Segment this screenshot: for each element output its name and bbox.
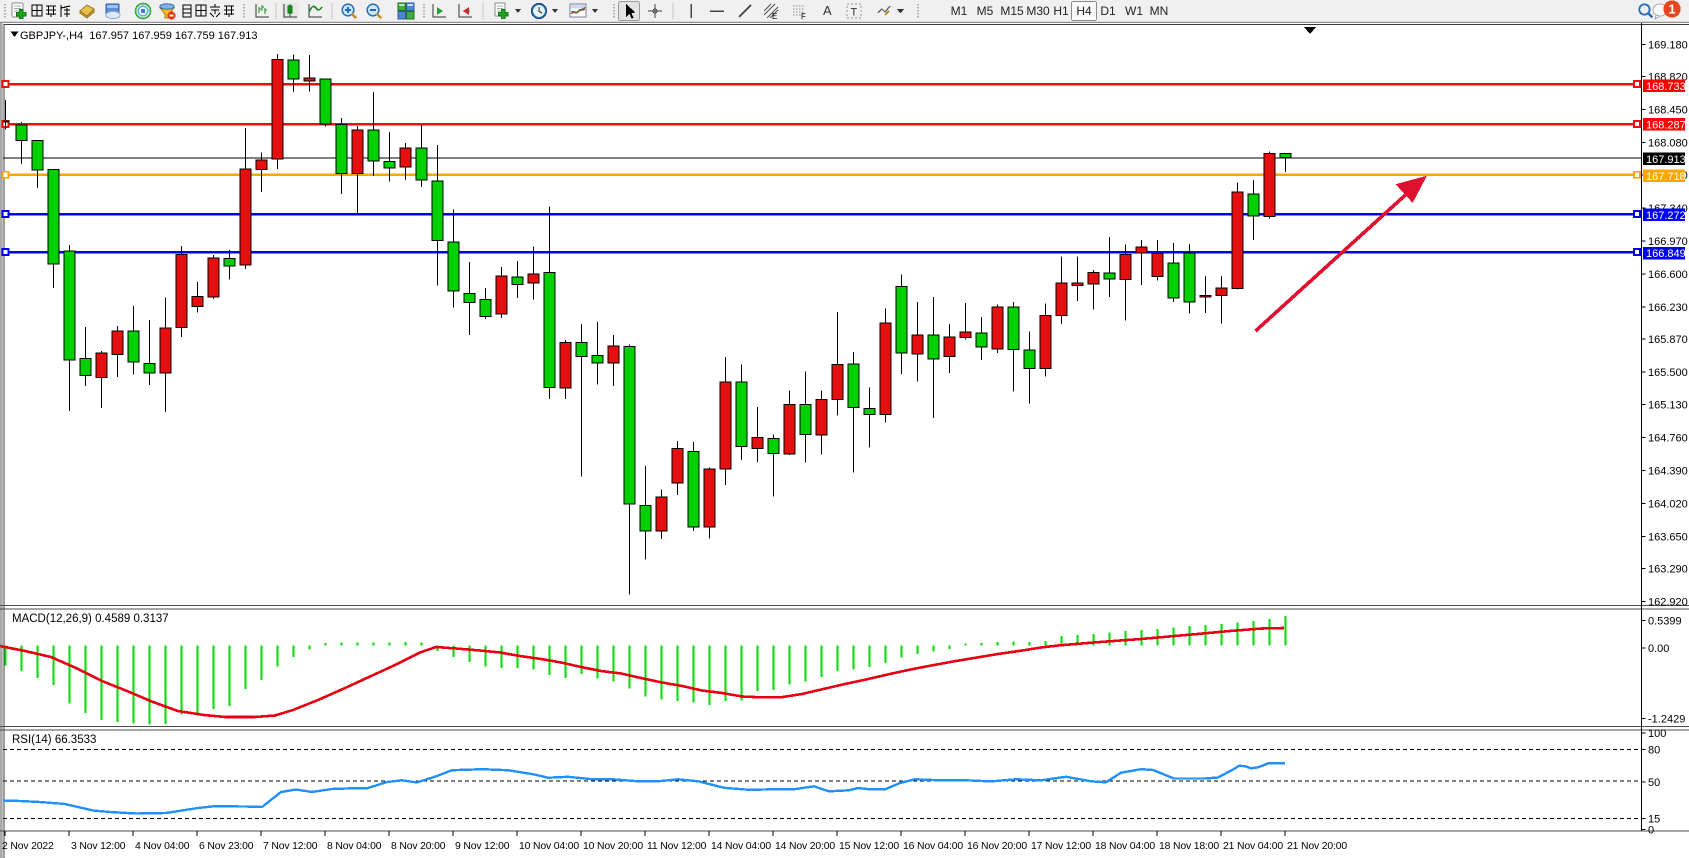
svg-text:W1: W1: [1125, 4, 1143, 18]
svg-text:14 Nov 04:00: 14 Nov 04:00: [711, 841, 771, 852]
svg-text:164.390: 164.390: [1648, 466, 1688, 478]
svg-text:162.920: 162.920: [1648, 596, 1688, 608]
svg-text:11 Nov 12:00: 11 Nov 12:00: [647, 841, 707, 852]
svg-text:17 Nov 12:00: 17 Nov 12:00: [1031, 841, 1091, 852]
svg-text:165.130: 165.130: [1648, 400, 1688, 412]
svg-text:MN: MN: [1150, 4, 1169, 18]
svg-text:1: 1: [1668, 2, 1675, 17]
svg-text:0: 0: [1648, 825, 1654, 837]
svg-text:164.020: 164.020: [1648, 498, 1688, 510]
svg-text:168.450: 168.450: [1648, 104, 1688, 116]
svg-text:168.287: 168.287: [1646, 119, 1686, 131]
svg-text:50: 50: [1648, 777, 1660, 789]
svg-text:169.180: 169.180: [1648, 39, 1688, 51]
svg-text:M15: M15: [1000, 4, 1024, 18]
svg-text:15: 15: [1648, 814, 1660, 826]
svg-text:A: A: [823, 3, 832, 18]
svg-text:168.733: 168.733: [1646, 81, 1686, 93]
svg-text:163.650: 163.650: [1648, 531, 1688, 543]
svg-text:M5: M5: [977, 4, 994, 18]
svg-text:8 Nov 20:00: 8 Nov 20:00: [391, 841, 446, 852]
svg-text:164.760: 164.760: [1648, 433, 1688, 445]
svg-text:165.870: 165.870: [1648, 334, 1688, 346]
svg-text:0.00: 0.00: [1648, 643, 1669, 655]
svg-text:M30: M30: [1026, 4, 1050, 18]
svg-text:167.913: 167.913: [1646, 154, 1686, 166]
svg-text:-1.2429: -1.2429: [1648, 714, 1685, 726]
svg-text:0.5399: 0.5399: [1648, 616, 1682, 628]
svg-text:80: 80: [1648, 745, 1660, 757]
svg-text:18 Nov 18:00: 18 Nov 18:00: [1159, 841, 1219, 852]
svg-text:7 Nov 12:00: 7 Nov 12:00: [263, 841, 318, 852]
svg-text:6 Nov 23:00: 6 Nov 23:00: [199, 841, 254, 852]
svg-text:166.849: 166.849: [1646, 248, 1686, 260]
svg-text:3 Nov 12:00: 3 Nov 12:00: [71, 841, 126, 852]
svg-text:10 Nov 20:00: 10 Nov 20:00: [583, 841, 643, 852]
svg-text:166.600: 166.600: [1648, 269, 1688, 281]
svg-text:4 Nov 04:00: 4 Nov 04:00: [135, 841, 190, 852]
svg-text:163.290: 163.290: [1648, 563, 1688, 575]
svg-text:16 Nov 20:00: 16 Nov 20:00: [967, 841, 1027, 852]
svg-text:167.718: 167.718: [1646, 171, 1686, 183]
svg-text:H1: H1: [1053, 4, 1069, 18]
svg-text:16 Nov 04:00: 16 Nov 04:00: [903, 841, 963, 852]
svg-text:8 Nov 04:00: 8 Nov 04:00: [327, 841, 382, 852]
svg-text:100: 100: [1648, 728, 1666, 740]
svg-text:166.230: 166.230: [1648, 302, 1688, 314]
svg-text:E: E: [772, 12, 777, 21]
svg-text:GBPJPY-,H4 167.957 167.959 16: GBPJPY-,H4 167.957 167.959 167.759 167.9…: [20, 30, 258, 42]
svg-text:2 Nov 2022: 2 Nov 2022: [2, 841, 54, 852]
svg-text:14 Nov 20:00: 14 Nov 20:00: [775, 841, 835, 852]
svg-text:165.500: 165.500: [1648, 367, 1688, 379]
svg-text:F: F: [801, 12, 806, 21]
svg-text:168.080: 168.080: [1648, 137, 1688, 149]
svg-text:18 Nov 04:00: 18 Nov 04:00: [1095, 841, 1155, 852]
svg-text:10 Nov 04:00: 10 Nov 04:00: [519, 841, 579, 852]
svg-text:T: T: [851, 7, 858, 19]
svg-text:166.970: 166.970: [1648, 236, 1688, 248]
svg-text:21 Nov 04:00: 21 Nov 04:00: [1223, 841, 1283, 852]
svg-text:21 Nov 20:00: 21 Nov 20:00: [1287, 841, 1347, 852]
svg-text:M1: M1: [951, 4, 968, 18]
svg-text:RSI(14) 66.3533: RSI(14) 66.3533: [12, 734, 96, 746]
svg-text:9 Nov 12:00: 9 Nov 12:00: [455, 841, 510, 852]
svg-text:MACD(12,26,9) 0.4589 0.3137: MACD(12,26,9) 0.4589 0.3137: [12, 613, 169, 625]
svg-text:D1: D1: [1100, 4, 1116, 18]
svg-text:167.272: 167.272: [1646, 210, 1686, 222]
svg-text:15 Nov 12:00: 15 Nov 12:00: [839, 841, 899, 852]
svg-text:H4: H4: [1076, 4, 1092, 18]
